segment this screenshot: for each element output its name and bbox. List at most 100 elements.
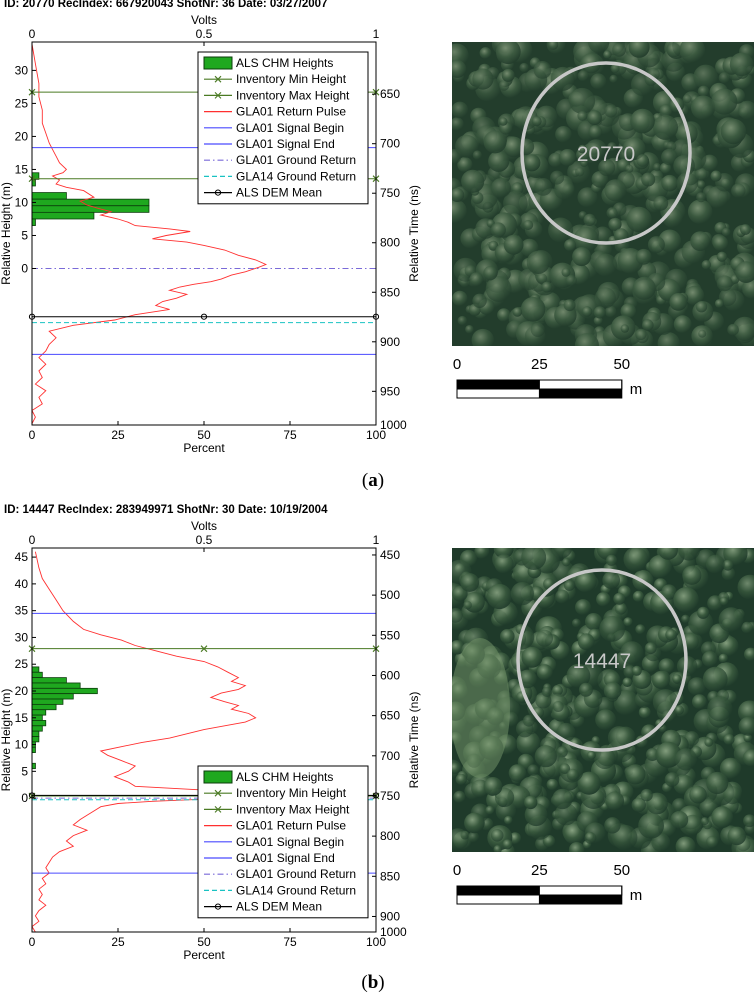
tree-crown <box>727 323 739 336</box>
tree-crown <box>552 788 573 810</box>
tree-crown <box>583 213 596 226</box>
right-tick-label: 650 <box>380 709 400 723</box>
tree-crown <box>644 642 657 655</box>
tree-crown <box>521 646 543 668</box>
tree-crown <box>474 548 490 559</box>
tree-crown <box>721 566 736 581</box>
tree-crown <box>534 178 553 196</box>
tree-crown <box>472 150 482 160</box>
tree-crown <box>657 332 680 346</box>
chm-bar <box>31 709 47 716</box>
tree-crown <box>483 130 507 154</box>
tree-crown <box>563 579 575 591</box>
chm-bar <box>31 682 81 689</box>
tree-crown <box>498 80 510 91</box>
tree-crown <box>510 582 534 606</box>
chm-bar <box>31 211 95 220</box>
tree-crown <box>503 190 528 216</box>
tree-crown <box>635 624 646 635</box>
tree-crown <box>655 741 682 768</box>
right-tick-label: 1000 <box>380 925 407 939</box>
tree-crown <box>578 144 587 154</box>
tree-crown <box>452 198 467 224</box>
right-tick-label: 550 <box>380 628 400 642</box>
right-axis-label: Relative Time (ns) <box>407 692 421 789</box>
tree-crown <box>659 104 673 118</box>
tree-crown <box>465 325 474 334</box>
tree-crown <box>718 653 728 663</box>
tree-crown <box>672 674 682 684</box>
tree-crown <box>613 592 626 605</box>
tree-crown <box>635 328 647 340</box>
tree-crown <box>471 328 494 346</box>
tree-crown <box>628 42 650 58</box>
right-tick-label: 800 <box>380 829 400 843</box>
tree-crown <box>697 606 710 619</box>
tree-crown <box>588 125 603 139</box>
x-tick-label: 100 <box>366 935 386 949</box>
chm-bar <box>31 677 67 684</box>
tree-crown <box>659 162 672 174</box>
tree-crown <box>536 664 553 681</box>
right-tick-label: 700 <box>380 749 400 763</box>
tree-crown <box>499 117 508 126</box>
tree-crown <box>523 220 534 230</box>
tree-crown <box>706 835 719 849</box>
right-tick-label: 900 <box>380 335 400 349</box>
chm-bar <box>31 198 150 207</box>
panel-label: (a) <box>361 470 385 491</box>
right-tick-label: 450 <box>380 548 400 562</box>
tree-crown <box>547 42 559 50</box>
y-tick-label: 25 <box>15 657 29 671</box>
tree-crown <box>651 833 671 852</box>
tree-crown <box>488 150 510 172</box>
tree-crown <box>706 186 729 209</box>
tree-crown <box>486 583 512 610</box>
tree-crowns <box>452 548 754 852</box>
tree-crown <box>723 733 735 745</box>
tree-crown <box>493 845 502 852</box>
tree-crown <box>679 42 706 63</box>
tree-crown <box>735 261 754 283</box>
tree-crown <box>502 839 513 850</box>
scalebar-tick-label: 50 <box>613 356 630 373</box>
legend-swatch <box>203 56 233 70</box>
tree-crown <box>483 266 498 281</box>
tree-crown <box>673 315 692 334</box>
legend-marker <box>214 903 222 910</box>
tree-crown <box>497 308 511 322</box>
y-tick-label: 15 <box>15 711 29 725</box>
tree-crown <box>651 670 670 689</box>
tree-crown <box>587 110 602 126</box>
legend-label: GLA01 Ground Return <box>236 153 356 167</box>
tree-crown <box>653 114 678 140</box>
legend-swatch <box>203 770 233 784</box>
tree-crown <box>694 168 708 181</box>
plot-id-label: 14447 <box>573 650 631 673</box>
tree-crown <box>721 227 731 237</box>
right-tick-label: 950 <box>380 384 400 398</box>
chm-bar <box>31 192 67 200</box>
scalebar-tick-label: 0 <box>453 862 461 879</box>
scalebar-segment <box>538 885 623 896</box>
tree-crown <box>577 633 595 650</box>
tree-crown <box>744 647 754 661</box>
tree-crown <box>563 299 576 312</box>
tree-crown <box>452 60 467 78</box>
legend-label: ALS CHM Heights <box>236 770 333 784</box>
tree-crown <box>707 696 733 722</box>
als-dem-mean-line-marker <box>200 313 208 320</box>
tree-crown <box>593 306 606 319</box>
x-tick-label: 0 <box>29 428 36 442</box>
chm-bar <box>31 671 43 679</box>
tree-crown <box>530 322 545 337</box>
legend-label: GLA14 Ground Return <box>236 883 356 897</box>
tree-crown <box>700 817 709 826</box>
legend: ALS CHM Heights Inventory Min Height Inven… <box>197 51 369 205</box>
tree-crown <box>608 217 622 231</box>
legend: ALS CHM Heights Inventory Min Height Inven… <box>197 765 369 919</box>
tree-crown <box>562 558 571 567</box>
tree-crown <box>625 164 634 173</box>
scalebar-segment <box>539 389 622 398</box>
tree-crown <box>722 559 734 571</box>
